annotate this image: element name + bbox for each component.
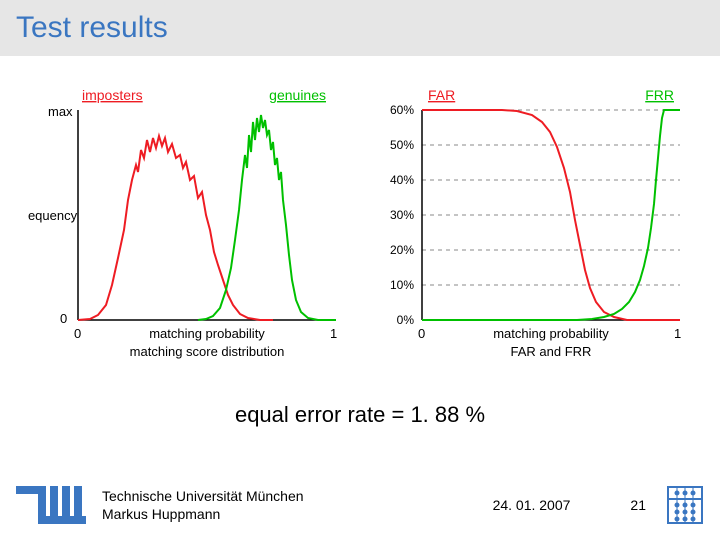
svg-text:0: 0 <box>74 326 81 341</box>
far-frr-chart: 60% 50% 40% 30% 20% 10% 0%0 1 matching probabili… <box>372 80 692 380</box>
score-distribution-chart: max frequency 00 1 matching probability match… <box>28 80 348 380</box>
svg-text:matching probability: matching probability <box>149 326 265 341</box>
svg-text:60%: 60% <box>390 103 414 117</box>
svg-text:1: 1 <box>330 326 337 341</box>
svg-text:0: 0 <box>60 311 67 326</box>
footer-line2: Markus Huppmann <box>102 505 304 523</box>
svg-text:imposters: imposters <box>82 87 143 103</box>
svg-text:30%: 30% <box>390 208 414 222</box>
footer-affiliation: Technische Universität München Markus Hu… <box>102 487 304 523</box>
svg-text:max: max <box>48 104 73 119</box>
svg-text:0: 0 <box>418 326 425 341</box>
footer-page: 21 <box>630 497 646 513</box>
svg-text:FAR and FRR: FAR and FRR <box>511 344 592 359</box>
title-bar: Test results <box>0 0 720 56</box>
svg-text:40%: 40% <box>390 173 414 187</box>
svg-text:20%: 20% <box>390 243 414 257</box>
svg-text:10%: 10% <box>390 278 414 292</box>
abacus-icon <box>666 485 704 525</box>
page-title: Test results <box>16 11 168 45</box>
footer-line1: Technische Universität München <box>102 487 304 505</box>
svg-text:FAR: FAR <box>428 87 455 103</box>
svg-text:0%: 0% <box>397 313 415 327</box>
svg-text:frequency: frequency <box>28 208 78 223</box>
svg-text:genuines: genuines <box>269 87 326 103</box>
right-chart-svg: 60% 50% 40% 30% 20% 10% 0%0 1 matching probabili… <box>372 80 692 380</box>
footer: Technische Universität München Markus Hu… <box>0 470 720 540</box>
charts-row: maxfrequency001matching probabilitymatch… <box>0 80 720 380</box>
left-chart-svg: max frequency 00 1 matching probability match… <box>28 80 348 380</box>
svg-text:matching probability: matching probability <box>493 326 609 341</box>
svg-text:matching score distribution: matching score distribution <box>130 344 285 359</box>
svg-text:50%: 50% <box>390 138 414 152</box>
footer-date: 24. 01. 2007 <box>493 497 571 513</box>
tum-logo-icon <box>16 486 86 524</box>
svg-text:1: 1 <box>674 326 681 341</box>
eer-text: equal error rate = 1. 88 % <box>0 402 720 428</box>
svg-text:FRR: FRR <box>645 87 674 103</box>
